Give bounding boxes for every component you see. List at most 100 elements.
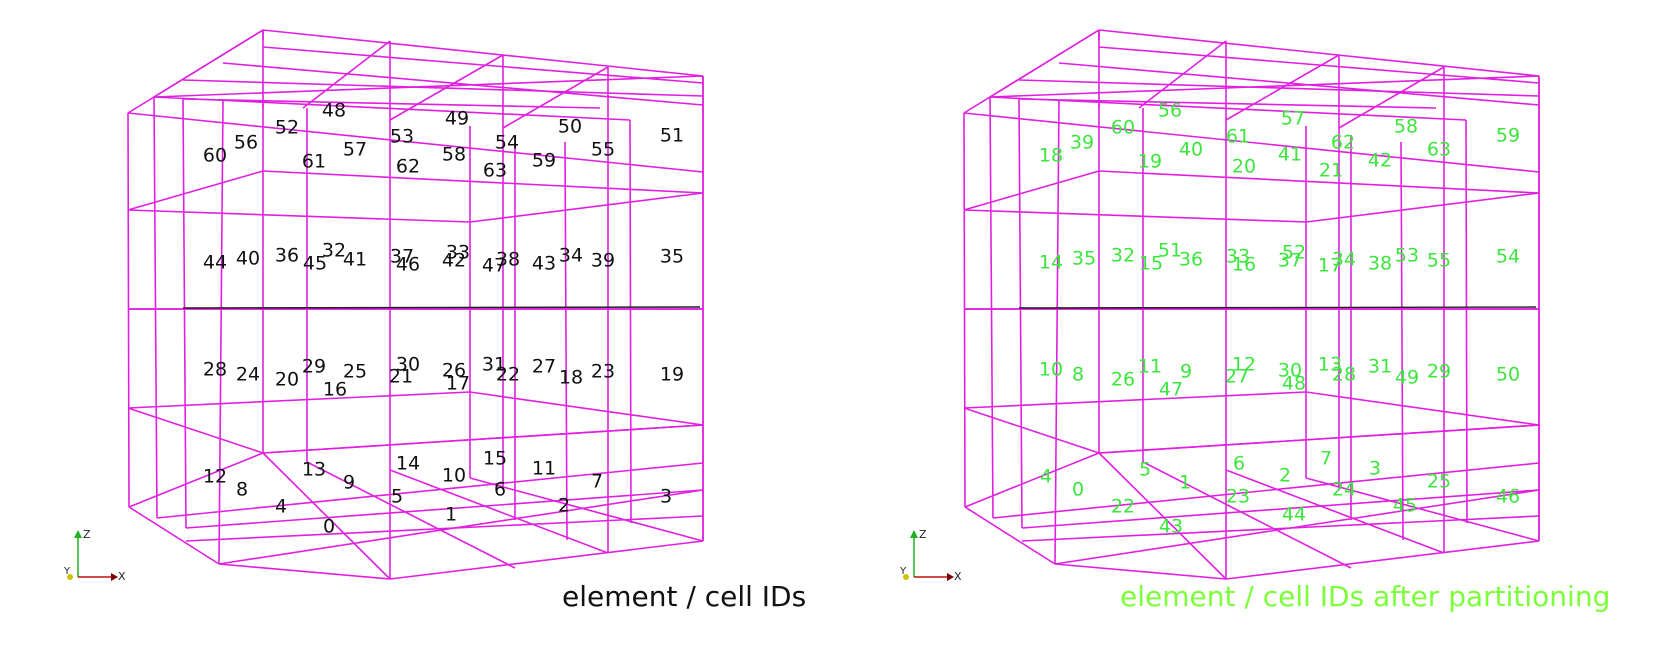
cell-id-35: 35: [660, 246, 684, 268]
partitioned-cell-id-60: 60: [1111, 117, 1135, 139]
cell-id-9: 9: [343, 472, 355, 494]
partitioned-cell-id-0: 0: [1072, 479, 1084, 501]
x-axis-label: X: [118, 570, 126, 583]
partitioned-cell-id-19: 19: [1138, 151, 1162, 173]
cell-id-18: 18: [559, 367, 583, 389]
partitioned-cell-id-32: 32: [1111, 245, 1135, 267]
mesh-edge: [185, 489, 704, 529]
cell-id-37: 37: [390, 246, 414, 268]
partitioned-cell-id-35: 35: [1072, 248, 1096, 270]
cell-id-53: 53: [390, 126, 414, 148]
partitioned-cell-id-4: 4: [1040, 466, 1052, 488]
mesh-edge: [469, 477, 704, 542]
cell-id-32: 32: [322, 240, 346, 262]
cell-id-51: 51: [660, 125, 684, 147]
mesh-edge: [989, 96, 994, 519]
mesh-edge: [262, 452, 391, 580]
mesh-edge: [262, 46, 704, 84]
partitioned-cell-id-42: 42: [1368, 150, 1392, 172]
cell-id-43: 43: [532, 253, 556, 275]
partitioned-cell-id-45: 45: [1393, 495, 1417, 517]
partitioned-cell-id-3: 3: [1369, 458, 1381, 480]
cell-id-13: 13: [302, 459, 326, 481]
partitioned-cell-id-21: 21: [1319, 160, 1343, 182]
mesh-edge: [963, 112, 1540, 173]
mesh-grid: [127, 29, 704, 580]
mesh-edge: [127, 407, 264, 454]
cell-id-0: 0: [323, 516, 335, 538]
mesh-edge: [182, 98, 601, 109]
cell-id-25: 25: [343, 361, 367, 383]
cell-id-39: 39: [591, 250, 615, 272]
cell-id-60: 60: [203, 145, 227, 167]
cell-id-58: 58: [442, 144, 466, 166]
partitioned-cell-id-33: 33: [1226, 246, 1250, 268]
cell-id-45: 45: [303, 253, 327, 275]
mesh-edge: [1465, 119, 1468, 524]
cell-id-55: 55: [591, 139, 615, 161]
mesh-edge: [262, 424, 704, 454]
partitioned-cell-id-12: 12: [1232, 354, 1256, 376]
partitioned-cell-id-58: 58: [1394, 116, 1418, 138]
partitioned-cell-id-41: 41: [1278, 144, 1302, 166]
partitioned-cell-id-39: 39: [1070, 132, 1094, 154]
partitioned-cell-id-59: 59: [1496, 125, 1520, 147]
cell-id-42: 42: [442, 250, 466, 272]
mesh-edge: [302, 40, 391, 109]
cell-id-11: 11: [532, 458, 556, 480]
mesh-edge: [1058, 62, 1540, 106]
mesh-edge: [1018, 98, 1023, 529]
mesh-edge: [262, 170, 704, 194]
partitioned-cell-id-18: 18: [1039, 145, 1063, 167]
axes-triad: Z X Y: [899, 528, 962, 583]
mesh-edge: [964, 452, 1100, 508]
cell-id-19: 19: [660, 364, 684, 386]
partitioned-cell-id-16: 16: [1232, 254, 1256, 276]
partitioned-cell-id-25: 25: [1427, 471, 1451, 493]
cell-id-30: 30: [396, 354, 420, 376]
mesh-edge: [989, 75, 1540, 98]
mesh-edge: [1018, 98, 1437, 109]
cell-id-7: 7: [591, 471, 603, 493]
partitioned-cell-id-30: 30: [1278, 360, 1302, 382]
mesh-edge: [1098, 424, 1540, 454]
mesh-edge: [153, 29, 264, 98]
cell-id-27: 27: [532, 356, 556, 378]
partitioned-cell-id-57: 57: [1281, 108, 1305, 130]
cell-id-50: 50: [558, 116, 582, 138]
mesh-edge: [1305, 477, 1540, 542]
cell-id-2: 2: [558, 495, 570, 517]
cell-id-34: 34: [559, 245, 583, 267]
partitioned-cell-id-48: 48: [1282, 373, 1306, 395]
mesh-grid: [963, 29, 1540, 580]
x-arrowhead: [947, 573, 954, 581]
partitioned-cell-id-10: 10: [1039, 359, 1063, 381]
cell-id-59: 59: [532, 150, 556, 172]
cell-id-41: 41: [343, 249, 367, 271]
mesh-edge: [389, 54, 504, 121]
partitioned-cell-id-46: 46: [1496, 486, 1520, 508]
mesh-edge: [964, 506, 1056, 565]
partitioned-cell-id-29: 29: [1427, 361, 1451, 383]
mesh-edge: [1021, 489, 1540, 529]
partitioned-cell-id-11: 11: [1138, 356, 1162, 378]
cell-id-6: 6: [494, 479, 506, 501]
mesh-edge: [127, 170, 264, 211]
cell-id-12: 12: [203, 466, 227, 488]
mesh-edge: [153, 96, 158, 519]
partitioned-cell-id-23: 23: [1226, 486, 1250, 508]
partitioned-cell-id-53: 53: [1395, 245, 1419, 267]
mesh-edge: [963, 391, 1307, 409]
y-axis-dot: [903, 574, 909, 580]
mesh-edge: [127, 391, 471, 409]
partitioned-cell-id-24: 24: [1332, 479, 1356, 501]
mesh-edge: [1018, 306, 1537, 309]
mesh-edge: [1098, 46, 1540, 84]
mesh-edge: [1054, 563, 1227, 580]
partitioned-cell-id-38: 38: [1368, 253, 1392, 275]
mesh-edge: [1138, 40, 1227, 109]
cell-id-28: 28: [203, 359, 227, 381]
partitioned-cell-id-26: 26: [1111, 369, 1135, 391]
